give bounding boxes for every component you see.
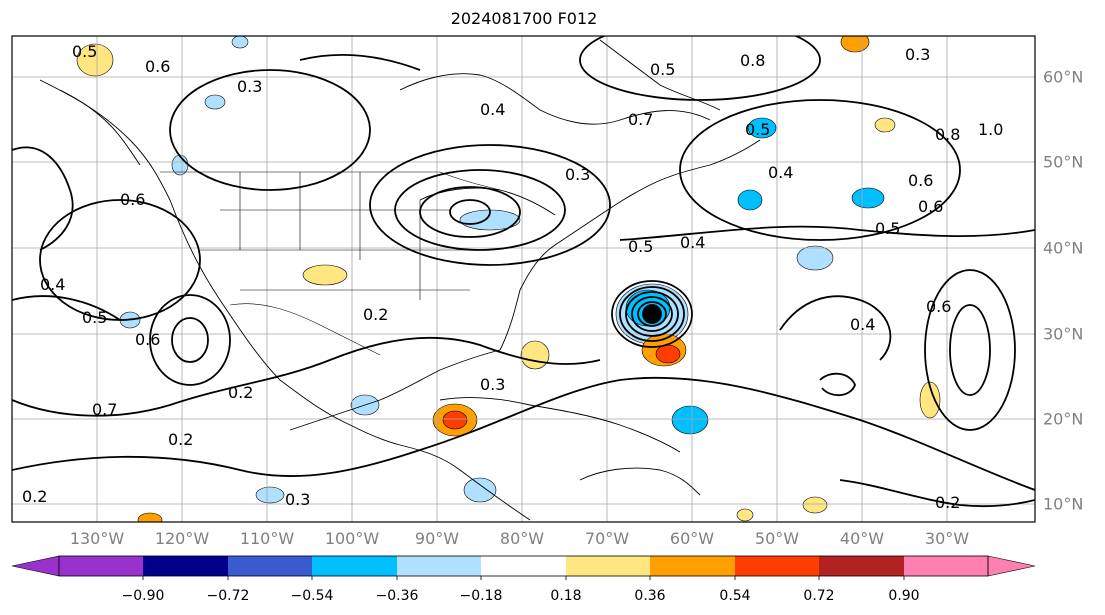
colorbar-extend-high — [987, 555, 1036, 577]
contour-label: 0.4 — [40, 275, 65, 294]
contour-label: 0.4 — [680, 233, 705, 252]
colorbar-segment — [735, 556, 819, 576]
colorbar-tick-label: 0.18 — [550, 588, 582, 604]
contour-label: 0.3 — [565, 165, 590, 184]
contour-label: 0.7 — [92, 400, 117, 419]
colorbar-segment — [397, 556, 481, 576]
graticule — [12, 36, 1035, 522]
colorbar-segment — [481, 556, 566, 576]
colorbar-segment — [650, 556, 735, 576]
lat-label: 30°N — [1043, 324, 1084, 344]
lon-label: 40°W — [839, 529, 885, 548]
coastlines — [39, 39, 761, 521]
lat-label: 40°N — [1043, 238, 1084, 258]
colorbar-tick-label: 0.90 — [888, 588, 920, 604]
contour-label: 0.3 — [480, 375, 505, 394]
map-frame — [11, 35, 1036, 523]
contour-label: 0.6 — [918, 197, 943, 216]
contour-label: 0.8 — [935, 125, 960, 144]
map-title: 2024081700 F012 — [450, 9, 598, 28]
contour-label: 0.5 — [72, 42, 97, 61]
colorbar-tick-label: −0.36 — [375, 588, 419, 604]
contour-label: 0.7 — [628, 110, 653, 129]
contour-label: 0.4 — [480, 100, 505, 119]
contour-label: 0.6 — [926, 297, 951, 316]
colorbar-segment — [819, 556, 904, 576]
colorbar-segment — [143, 556, 228, 576]
contour-label: 0.5 — [745, 120, 770, 139]
lon-label: 70°W — [584, 529, 630, 548]
contour-label: 0.2 — [168, 430, 193, 449]
colorbar-tick-label: −0.18 — [459, 588, 503, 604]
contour-label: 0.6 — [145, 57, 170, 76]
contour-label: 0.6 — [120, 190, 145, 209]
contour-label: 0.2 — [363, 305, 388, 324]
colorbar-outline — [58, 555, 989, 577]
colorbar-segment — [566, 556, 650, 576]
lon-label: 110°W — [239, 529, 295, 548]
colorbar — [11, 555, 1036, 580]
lat-label: 10°N — [1043, 494, 1084, 514]
colorbar-tick-label: 0.72 — [803, 588, 835, 604]
colorbar-extend-low — [11, 555, 60, 577]
lon-label: 50°W — [754, 529, 800, 548]
lon-label: 80°W — [499, 529, 545, 548]
lon-label: 30°W — [924, 529, 970, 548]
colorbar-segment — [904, 556, 988, 576]
contour-label: 0.2 — [22, 487, 47, 506]
map-field: 0.5 0.6 0.3 0.4 0.6 0.5 0.6 0.4 0.5 0.7 … — [12, 36, 1035, 522]
colorbar-tick-label: −0.54 — [290, 588, 334, 604]
lat-label: 60°N — [1043, 67, 1084, 87]
contour-label: 0.6 — [908, 171, 933, 190]
colorbar-tick-label: −0.90 — [121, 588, 165, 604]
contour-label: 0.8 — [740, 51, 765, 70]
lon-label: 100°W — [324, 529, 380, 548]
contour-label: 0.5 — [82, 308, 107, 327]
lon-label: 90°W — [414, 529, 460, 548]
contour-label: 0.4 — [850, 315, 875, 334]
contours — [12, 36, 1035, 508]
colorbar-segment — [59, 556, 143, 576]
colorbar-tick-label: 0.36 — [634, 588, 666, 604]
lat-label: 50°N — [1043, 152, 1084, 172]
contour-label: 0.3 — [237, 77, 262, 96]
colorbar-tick-label: −0.72 — [206, 588, 250, 604]
lon-label: 120°W — [154, 529, 210, 548]
contour-label: 0.2 — [228, 383, 253, 402]
contour-label: 0.5 — [628, 237, 653, 256]
contour-label: 0.4 — [768, 163, 793, 182]
borders — [160, 171, 501, 356]
lon-label: 130°W — [69, 529, 125, 548]
contour-label: 0.3 — [905, 45, 930, 64]
contour-label: 0.3 — [285, 490, 310, 509]
contour-label: 0.2 — [935, 493, 960, 512]
contour-label: 0.5 — [875, 219, 900, 238]
contour-label: 0.6 — [135, 330, 160, 349]
contour-labels: 0.5 0.6 0.3 0.4 0.6 0.5 0.6 0.4 0.5 0.7 … — [22, 42, 1003, 512]
contour-label: 1.0 — [978, 120, 1003, 139]
shaded-patches — [76, 36, 941, 522]
colorbar-tick-label: 0.54 — [719, 588, 751, 604]
lat-label: 20°N — [1043, 409, 1084, 429]
colorbar-segment — [228, 556, 312, 576]
colorbar-segment — [312, 556, 397, 576]
lon-label: 60°W — [669, 529, 715, 548]
contour-label: 0.5 — [650, 60, 675, 79]
